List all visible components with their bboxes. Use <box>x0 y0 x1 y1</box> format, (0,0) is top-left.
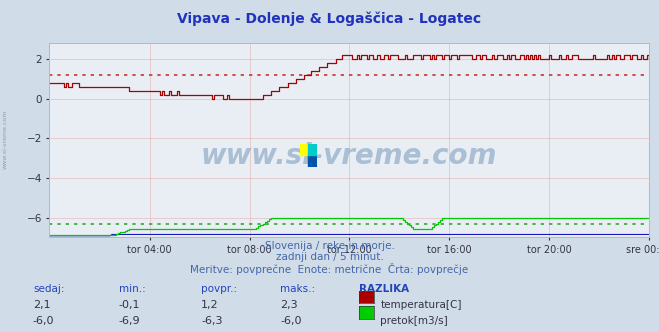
Text: -0,1: -0,1 <box>119 300 140 310</box>
Text: min.:: min.: <box>119 284 146 294</box>
Text: Meritve: povprečne  Enote: metrične  Črta: povprečje: Meritve: povprečne Enote: metrične Črta:… <box>190 263 469 275</box>
Text: zadnji dan / 5 minut.: zadnji dan / 5 minut. <box>275 252 384 262</box>
Text: RAZLIKA: RAZLIKA <box>359 284 409 294</box>
Text: Vipava - Dolenje & Logaščica - Logatec: Vipava - Dolenje & Logaščica - Logatec <box>177 12 482 26</box>
Text: -6,9: -6,9 <box>119 316 140 326</box>
Text: temperatura[C]: temperatura[C] <box>380 300 462 310</box>
Text: -6,3: -6,3 <box>201 316 223 326</box>
Text: -6,0: -6,0 <box>33 316 55 326</box>
Text: sedaj:: sedaj: <box>33 284 65 294</box>
Text: maks.:: maks.: <box>280 284 315 294</box>
Text: 1,2: 1,2 <box>201 300 219 310</box>
Text: pretok[m3/s]: pretok[m3/s] <box>380 316 448 326</box>
Text: -6,0: -6,0 <box>280 316 302 326</box>
Text: www.si-vreme.com: www.si-vreme.com <box>3 110 8 169</box>
Text: www.si-vreme.com: www.si-vreme.com <box>201 142 498 170</box>
Text: 2,1: 2,1 <box>33 300 51 310</box>
Text: Slovenija / reke in morje.: Slovenija / reke in morje. <box>264 241 395 251</box>
Text: 2,3: 2,3 <box>280 300 298 310</box>
Text: povpr.:: povpr.: <box>201 284 237 294</box>
